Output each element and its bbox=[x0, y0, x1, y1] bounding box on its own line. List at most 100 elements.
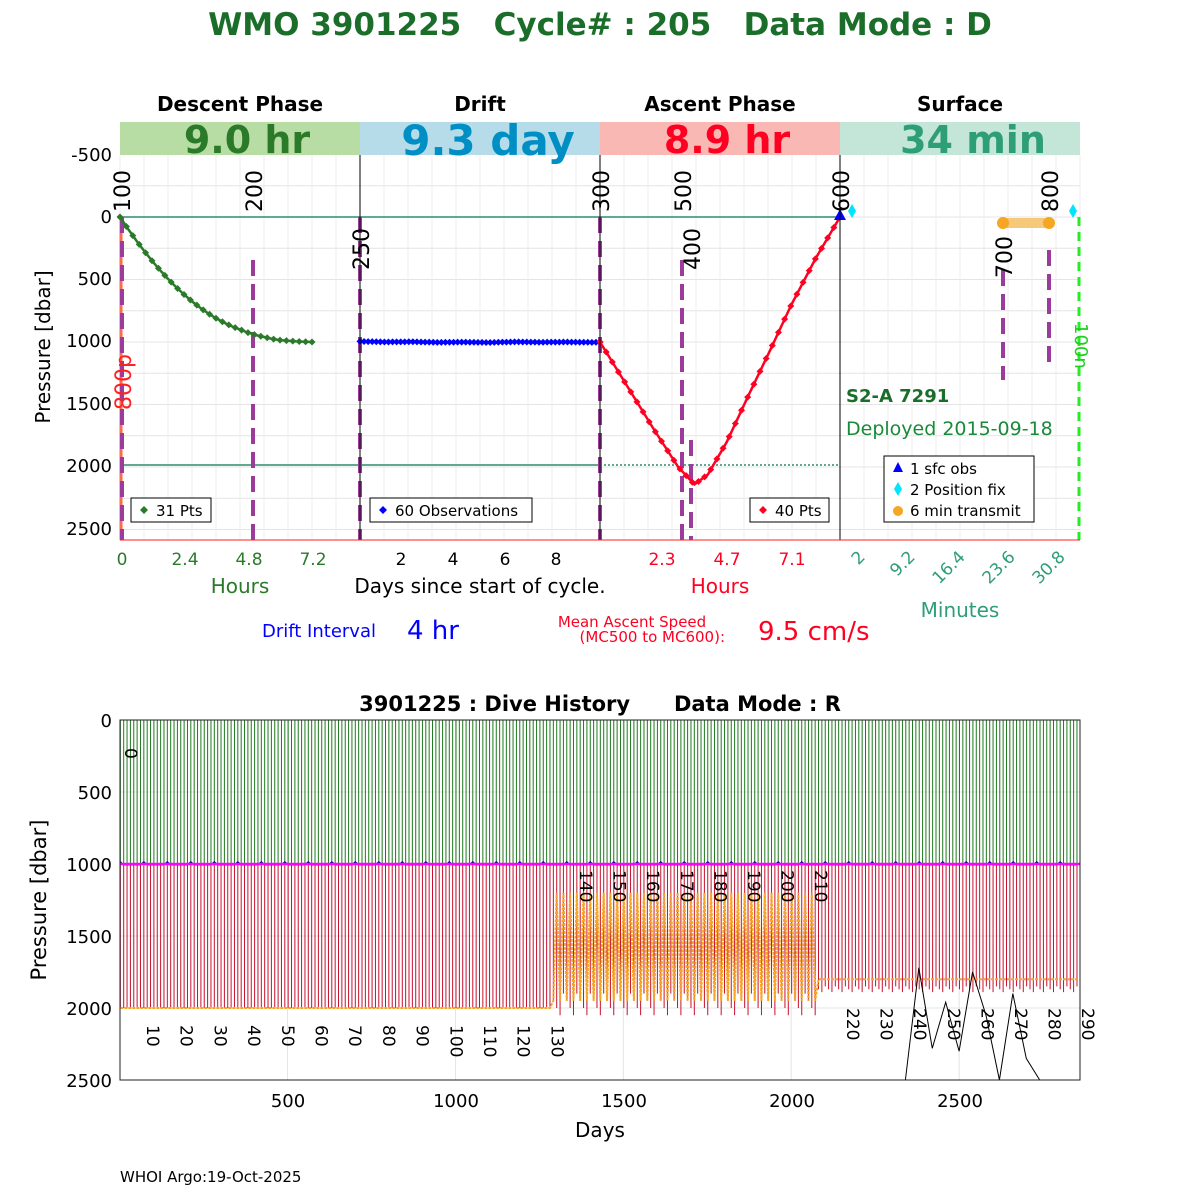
data-point bbox=[602, 348, 610, 356]
data-point bbox=[750, 380, 758, 388]
descent-x-tick: 2.4 bbox=[171, 550, 198, 570]
drift-interval-label: Drift Interval bbox=[262, 621, 376, 642]
cycle-label: 100 bbox=[445, 1025, 465, 1057]
mc-label-250: 250 bbox=[350, 228, 375, 270]
history-x-label: Days bbox=[575, 1118, 625, 1142]
history-y-tick: 2500 bbox=[66, 1071, 112, 1092]
data-point bbox=[543, 338, 551, 346]
legend-surface: 1 sfc obs 2 Position fix 6 min transmit bbox=[883, 455, 1035, 523]
data-point bbox=[588, 338, 596, 346]
mc-label-300: 300 bbox=[590, 170, 615, 212]
data-point bbox=[576, 338, 584, 346]
data-point bbox=[225, 321, 233, 329]
history-x-tick: 2000 bbox=[769, 1091, 815, 1112]
data-point bbox=[645, 418, 653, 426]
phase-name-descent: Descent Phase bbox=[157, 92, 323, 116]
history-y-tick: 1500 bbox=[66, 927, 112, 948]
data-point bbox=[372, 338, 380, 346]
history-plot-border bbox=[119, 719, 1081, 1081]
data-point bbox=[584, 338, 592, 346]
ascent-x-tick: 4.7 bbox=[713, 550, 740, 570]
data-point bbox=[368, 338, 376, 346]
phase-duration-drift: 9.3 day bbox=[401, 116, 575, 165]
mc-label-200: 200 bbox=[243, 170, 268, 212]
top-y-tick: 0 bbox=[101, 207, 112, 228]
data-point bbox=[830, 223, 838, 231]
surface-x-tick: 16.4 bbox=[929, 547, 970, 588]
history-title: 3901225 : Dive History Data Mode : R bbox=[359, 692, 841, 716]
history-x-tick: 1500 bbox=[601, 1091, 647, 1112]
surface-x-tick: 9.2 bbox=[886, 547, 919, 580]
data-point bbox=[470, 338, 478, 346]
data-point bbox=[389, 338, 397, 346]
cycle-label: 120 bbox=[513, 1025, 533, 1057]
data-point bbox=[413, 338, 421, 346]
data-point bbox=[559, 338, 567, 346]
data-point bbox=[799, 278, 807, 286]
drift-x-label: Days since start of cycle. bbox=[354, 574, 605, 598]
data-point bbox=[360, 337, 368, 345]
data-point bbox=[380, 338, 388, 346]
surface-x-label: Minutes bbox=[921, 598, 1000, 622]
cycle-label: 220 bbox=[842, 1008, 862, 1040]
cycle-label: 180 bbox=[709, 870, 729, 902]
data-point bbox=[490, 338, 498, 346]
ascent-speed-label: Mean Ascent Speed bbox=[558, 613, 706, 631]
cycle-label: 0 bbox=[120, 748, 140, 759]
top-y-tick: 2000 bbox=[66, 456, 112, 477]
data-point bbox=[664, 447, 672, 455]
cycle-label: 240 bbox=[909, 1008, 929, 1040]
cycle-label: 90 bbox=[412, 1025, 432, 1047]
data-point bbox=[244, 329, 252, 337]
data-point bbox=[793, 290, 801, 298]
top-y-label: Pressure [dbar] bbox=[31, 270, 55, 423]
phase-name-surface: Surface bbox=[917, 92, 1003, 116]
drift-x-tick: 4 bbox=[448, 550, 459, 570]
side-label-left: 800p bbox=[112, 354, 137, 410]
legend-descent: 31 Pts bbox=[130, 497, 212, 523]
data-point bbox=[206, 310, 214, 318]
data-point bbox=[515, 338, 523, 346]
data-point bbox=[633, 398, 641, 406]
history-x-tick: 500 bbox=[271, 1091, 305, 1112]
ascent-speed-value: 9.5 cm/s bbox=[758, 617, 870, 647]
cycle-label: 150 bbox=[609, 870, 629, 902]
data-point bbox=[651, 428, 659, 436]
data-point bbox=[295, 338, 303, 346]
deployed-date: Deployed 2015-09-18 bbox=[846, 418, 1053, 440]
data-point bbox=[555, 338, 563, 346]
data-point bbox=[580, 338, 588, 346]
transmit-marker bbox=[997, 217, 1009, 229]
data-point bbox=[498, 338, 506, 346]
ascent-x-label: Hours bbox=[691, 574, 750, 598]
data-point bbox=[811, 255, 819, 263]
cycle-label: 10 bbox=[142, 1025, 162, 1047]
data-point bbox=[384, 338, 392, 346]
data-point bbox=[502, 338, 510, 346]
data-point bbox=[302, 338, 310, 346]
data-point bbox=[701, 473, 709, 481]
data-point bbox=[250, 331, 258, 339]
data-point bbox=[154, 264, 162, 272]
history-y-tick: 1000 bbox=[66, 855, 112, 876]
top-y-tick: 1500 bbox=[66, 394, 112, 415]
data-point bbox=[161, 271, 169, 279]
history-y-label: Pressure [dbar] bbox=[27, 820, 51, 981]
cycle-label: 140 bbox=[575, 870, 595, 902]
data-point bbox=[421, 338, 429, 346]
data-point bbox=[527, 338, 535, 346]
history-series bbox=[119, 720, 1080, 1081]
data-point bbox=[670, 456, 678, 464]
data-point bbox=[608, 358, 616, 366]
data-point bbox=[688, 478, 696, 486]
cycle-label: 280 bbox=[1044, 1008, 1064, 1040]
data-point bbox=[713, 455, 721, 463]
data-point bbox=[572, 338, 580, 346]
data-point bbox=[547, 338, 555, 346]
data-point bbox=[257, 332, 265, 340]
data-point bbox=[478, 338, 486, 346]
side-label-right: 100n bbox=[1070, 323, 1091, 369]
data-point bbox=[199, 306, 207, 314]
phase-duration-surface: 34 min bbox=[900, 118, 1046, 162]
history-x-tick: 1000 bbox=[433, 1091, 479, 1112]
